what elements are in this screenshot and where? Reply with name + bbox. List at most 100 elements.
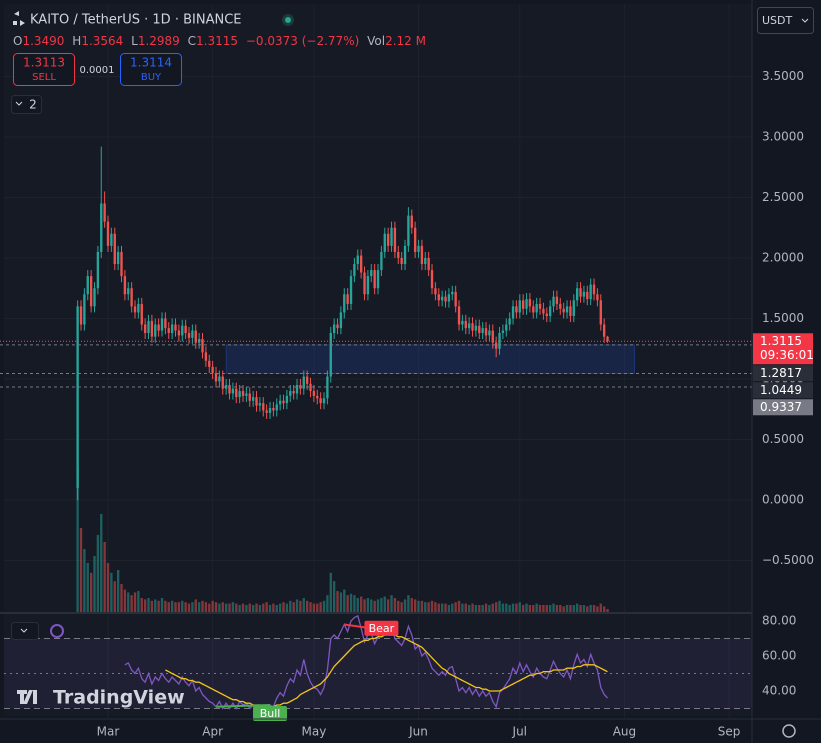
y-tick-label: 3.0000 xyxy=(762,129,804,143)
quote-change: −0.0373 (−2.77%) xyxy=(246,34,359,48)
volume-bar xyxy=(289,600,292,612)
quote-value: 1.2989 xyxy=(138,34,180,48)
sell-button[interactable] xyxy=(13,53,75,86)
currency: USDT xyxy=(762,14,793,27)
volume-bar xyxy=(197,602,201,612)
volume-bar xyxy=(265,602,268,612)
volume-bar xyxy=(76,466,79,612)
candle-body xyxy=(386,233,390,246)
volume-bar xyxy=(454,602,457,612)
divergence-line xyxy=(215,703,271,708)
y-tick-label: 0.5000 xyxy=(762,432,804,446)
candle-body xyxy=(437,294,440,301)
volume-bar xyxy=(100,514,103,612)
settings-button[interactable] xyxy=(782,724,796,738)
volume-bar xyxy=(356,598,359,612)
price-layer xyxy=(0,146,752,500)
candle-body xyxy=(481,328,484,333)
volume-bar xyxy=(218,603,221,612)
buy-button[interactable] xyxy=(120,53,182,86)
candle-body xyxy=(154,324,157,337)
candle-body xyxy=(521,300,525,309)
candle-body xyxy=(133,306,137,313)
candle-body xyxy=(599,300,602,325)
candle-body xyxy=(164,318,167,329)
candle-body xyxy=(221,376,224,389)
volume-bar xyxy=(251,605,255,612)
candle-body xyxy=(474,325,478,331)
candle-body xyxy=(160,318,164,331)
y-tick-label: 60.00 xyxy=(762,649,796,663)
volume-bar xyxy=(430,600,434,612)
volume-bar xyxy=(376,599,380,612)
candle-body xyxy=(157,324,160,331)
quote-label: H xyxy=(72,34,81,48)
candle-body xyxy=(174,324,177,331)
candle-body xyxy=(501,330,505,333)
volume-bar xyxy=(538,605,542,612)
logo-mark xyxy=(17,690,37,704)
volume-bar xyxy=(255,603,258,612)
level-label: 1.0449 xyxy=(760,383,802,397)
x-tick-label: Jun xyxy=(408,725,428,739)
chevron xyxy=(15,101,23,106)
volume-bar xyxy=(586,606,589,612)
volume-bar xyxy=(400,602,403,612)
indicators-toggle[interactable] xyxy=(11,95,42,114)
currency-select[interactable] xyxy=(757,7,814,34)
candle-body xyxy=(454,291,457,307)
x-tick-label: May xyxy=(301,725,326,739)
candle-body xyxy=(147,320,150,333)
volume-bar xyxy=(123,589,127,612)
candle-body xyxy=(336,324,339,329)
volume-bar xyxy=(164,600,167,612)
volume-bar xyxy=(464,603,467,612)
volume-bar xyxy=(339,592,343,612)
candle-body xyxy=(413,227,417,252)
candle-body xyxy=(589,284,592,300)
volume-bar xyxy=(370,599,373,612)
volume-bar xyxy=(305,600,309,612)
volume-bar xyxy=(245,605,248,612)
candle-body xyxy=(228,385,231,394)
volume-bar xyxy=(346,595,349,612)
candle-body xyxy=(211,366,214,373)
volume-bar xyxy=(606,609,609,612)
candle-body xyxy=(316,395,319,399)
volume-bar xyxy=(96,535,100,612)
volume-bar xyxy=(569,605,572,612)
candle-body xyxy=(194,330,197,343)
current-price: 1.3115 xyxy=(760,334,802,348)
volume-bar xyxy=(518,602,521,612)
indicator-icon[interactable] xyxy=(50,624,64,638)
volume-bar xyxy=(83,549,86,612)
volume-bar xyxy=(397,600,400,612)
y-tick-label: 2.0000 xyxy=(762,250,804,264)
y-tick-label: 2.5000 xyxy=(762,190,804,204)
volume-bar xyxy=(525,603,528,612)
candle-body xyxy=(214,372,218,382)
volume-bar xyxy=(278,603,282,612)
volume-bar xyxy=(366,598,370,612)
candle-body xyxy=(312,391,316,396)
candle-body xyxy=(93,288,96,307)
candle-body xyxy=(89,276,93,307)
volume-bar xyxy=(545,605,548,612)
candle-body xyxy=(451,291,454,295)
volume-bar xyxy=(309,602,312,612)
status-dot xyxy=(285,17,291,23)
candle-body xyxy=(150,320,154,337)
volume-bar xyxy=(407,595,410,612)
candle-body xyxy=(586,291,589,300)
volume-bar xyxy=(501,603,505,612)
symbol-title[interactable]: KAITO / TetherUS · 1D · BINANCE xyxy=(30,13,241,28)
candle-body xyxy=(302,376,305,389)
candle-body xyxy=(305,376,309,384)
volume-bar xyxy=(157,600,160,612)
candle-body xyxy=(231,388,235,394)
volume-bar xyxy=(373,600,376,612)
candle-body xyxy=(278,400,282,405)
candle-body xyxy=(137,303,140,313)
y-tick-label: 80.00 xyxy=(762,614,796,628)
candle-body xyxy=(528,299,532,307)
